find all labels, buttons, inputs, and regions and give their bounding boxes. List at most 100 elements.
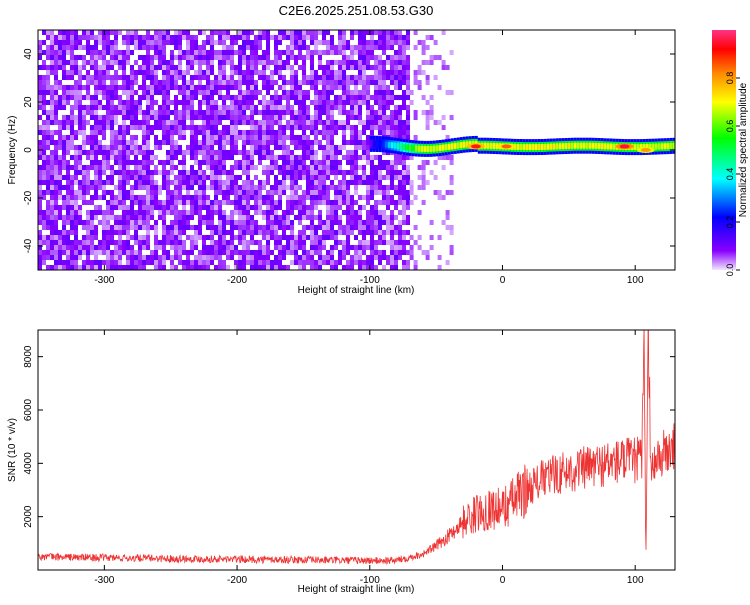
- spectrogram-cell: [390, 30, 394, 35]
- spectrogram-cell: [94, 165, 98, 170]
- spectrogram-cell: [142, 160, 146, 165]
- spectrogram-cell: [122, 120, 126, 125]
- spectrogram-cell: [318, 55, 322, 60]
- spectrogram-cell: [354, 160, 358, 165]
- spectrogram-cell: [194, 180, 198, 185]
- spectrogram-cell: [210, 80, 214, 85]
- spectrogram-cell: [58, 165, 62, 170]
- spectrogram-cell: [186, 150, 190, 155]
- spectrogram-cell: [318, 215, 322, 220]
- spectrogram-cell: [294, 145, 298, 150]
- spectrogram-cell: [158, 120, 162, 125]
- spectrogram-cell: [449, 190, 454, 195]
- spectrogram-cell: [374, 245, 378, 250]
- spectrogram-cell: [214, 230, 218, 235]
- spectrogram-cell: [126, 95, 130, 100]
- spectrogram-cell: [262, 255, 266, 260]
- spectrogram-cell: [206, 160, 210, 165]
- spectrogram-cell: [306, 125, 310, 130]
- spectrogram-cell: [310, 210, 314, 215]
- spectrogram-cell: [110, 145, 114, 150]
- spectrogram-cell: [126, 80, 130, 85]
- spectrogram-cell: [58, 195, 62, 200]
- spectrogram-cell: [50, 150, 54, 155]
- spectrogram-cell: [421, 170, 426, 175]
- spectrogram-cell: [326, 30, 330, 35]
- spectrogram-cell: [278, 215, 282, 220]
- spectrogram-cell: [290, 155, 294, 160]
- spectrogram-cell: [150, 215, 154, 220]
- spectrogram-cell: [186, 40, 190, 45]
- spectrogram-cell: [178, 65, 182, 70]
- spectrogram-cell: [398, 75, 402, 80]
- spectrogram-cell: [286, 195, 290, 200]
- y-tick-label: 20: [23, 96, 34, 108]
- spectrogram-cell: [50, 205, 54, 210]
- spectrogram-cell: [306, 225, 310, 230]
- spectrogram-cell: [274, 110, 278, 115]
- spectrogram-cell: [366, 160, 370, 165]
- spectrogram-cell: [330, 255, 334, 260]
- spectrogram-cell: [142, 145, 146, 150]
- spectrogram-cell: [150, 40, 154, 45]
- spectrogram-cell: [210, 145, 214, 150]
- signal-band-core: [660, 143, 664, 150]
- spectrogram-cell: [374, 45, 378, 50]
- spectrogram-cell: [366, 150, 370, 155]
- spectrogram-cell: [106, 220, 110, 225]
- spectrogram-cell: [134, 235, 138, 240]
- spectrogram-cell: [266, 120, 270, 125]
- spectrogram-cell: [166, 140, 170, 145]
- spectrogram-cell: [94, 250, 98, 255]
- spectrogram-cell: [270, 120, 274, 125]
- spectrogram-cell: [290, 170, 294, 175]
- spectrogram-cell: [402, 240, 406, 245]
- spectrogram-cell: [194, 235, 198, 240]
- spectrogram-cell: [94, 85, 98, 90]
- spectrogram-cell: [170, 225, 174, 230]
- spectrogram-cell: [106, 200, 110, 205]
- spectrogram-cell: [110, 135, 114, 140]
- spectrogram-cell: [370, 175, 374, 180]
- spectrogram-cell: [278, 190, 282, 195]
- spectrogram-cell: [358, 215, 362, 220]
- spectrogram-cell: [286, 110, 290, 115]
- spectrogram-cell: [370, 265, 374, 270]
- spectrogram-cell: [350, 80, 354, 85]
- spectrogram-cell: [190, 180, 194, 185]
- spectrogram-cell: [38, 250, 42, 255]
- spectrogram-cell: [62, 135, 66, 140]
- spectrogram-cell: [130, 65, 134, 70]
- spectrogram-cell: [314, 35, 318, 40]
- spectrogram-cell: [286, 245, 290, 250]
- spectrogram-cell: [437, 190, 442, 195]
- spectrogram-cell: [166, 175, 170, 180]
- spectrogram-cell: [290, 135, 294, 140]
- spectrogram-cell: [130, 200, 134, 205]
- spectrogram-cell: [406, 260, 410, 265]
- spectrogram-cell: [330, 180, 334, 185]
- spectrogram-cell: [118, 55, 122, 60]
- spectrogram-cell: [166, 75, 170, 80]
- spectrogram-cell: [182, 200, 186, 205]
- spectrogram-cell: [421, 45, 426, 50]
- spectrogram-cell: [278, 35, 282, 40]
- spectrogram-cell: [254, 65, 258, 70]
- spectrogram-cell: [286, 265, 290, 270]
- spectrogram-cell: [366, 85, 370, 90]
- x-tick-label: -100: [360, 275, 380, 286]
- spectrogram-cell: [130, 160, 134, 165]
- spectrogram-cell: [330, 245, 334, 250]
- spectrogram-cell: [174, 40, 178, 45]
- spectrogram-cell: [86, 155, 90, 160]
- spectrogram-cell: [374, 200, 378, 205]
- spectrogram-cell: [266, 30, 270, 35]
- spectrogram-cell: [194, 195, 198, 200]
- spectrogram-cell: [206, 130, 210, 135]
- spectrogram-cell: [194, 150, 198, 155]
- spectrogram-cell: [174, 195, 178, 200]
- spectrogram-cell: [378, 45, 382, 50]
- spectrogram-cell: [286, 80, 290, 85]
- spectrogram-cell: [250, 230, 254, 235]
- spectrogram-cell: [74, 260, 78, 265]
